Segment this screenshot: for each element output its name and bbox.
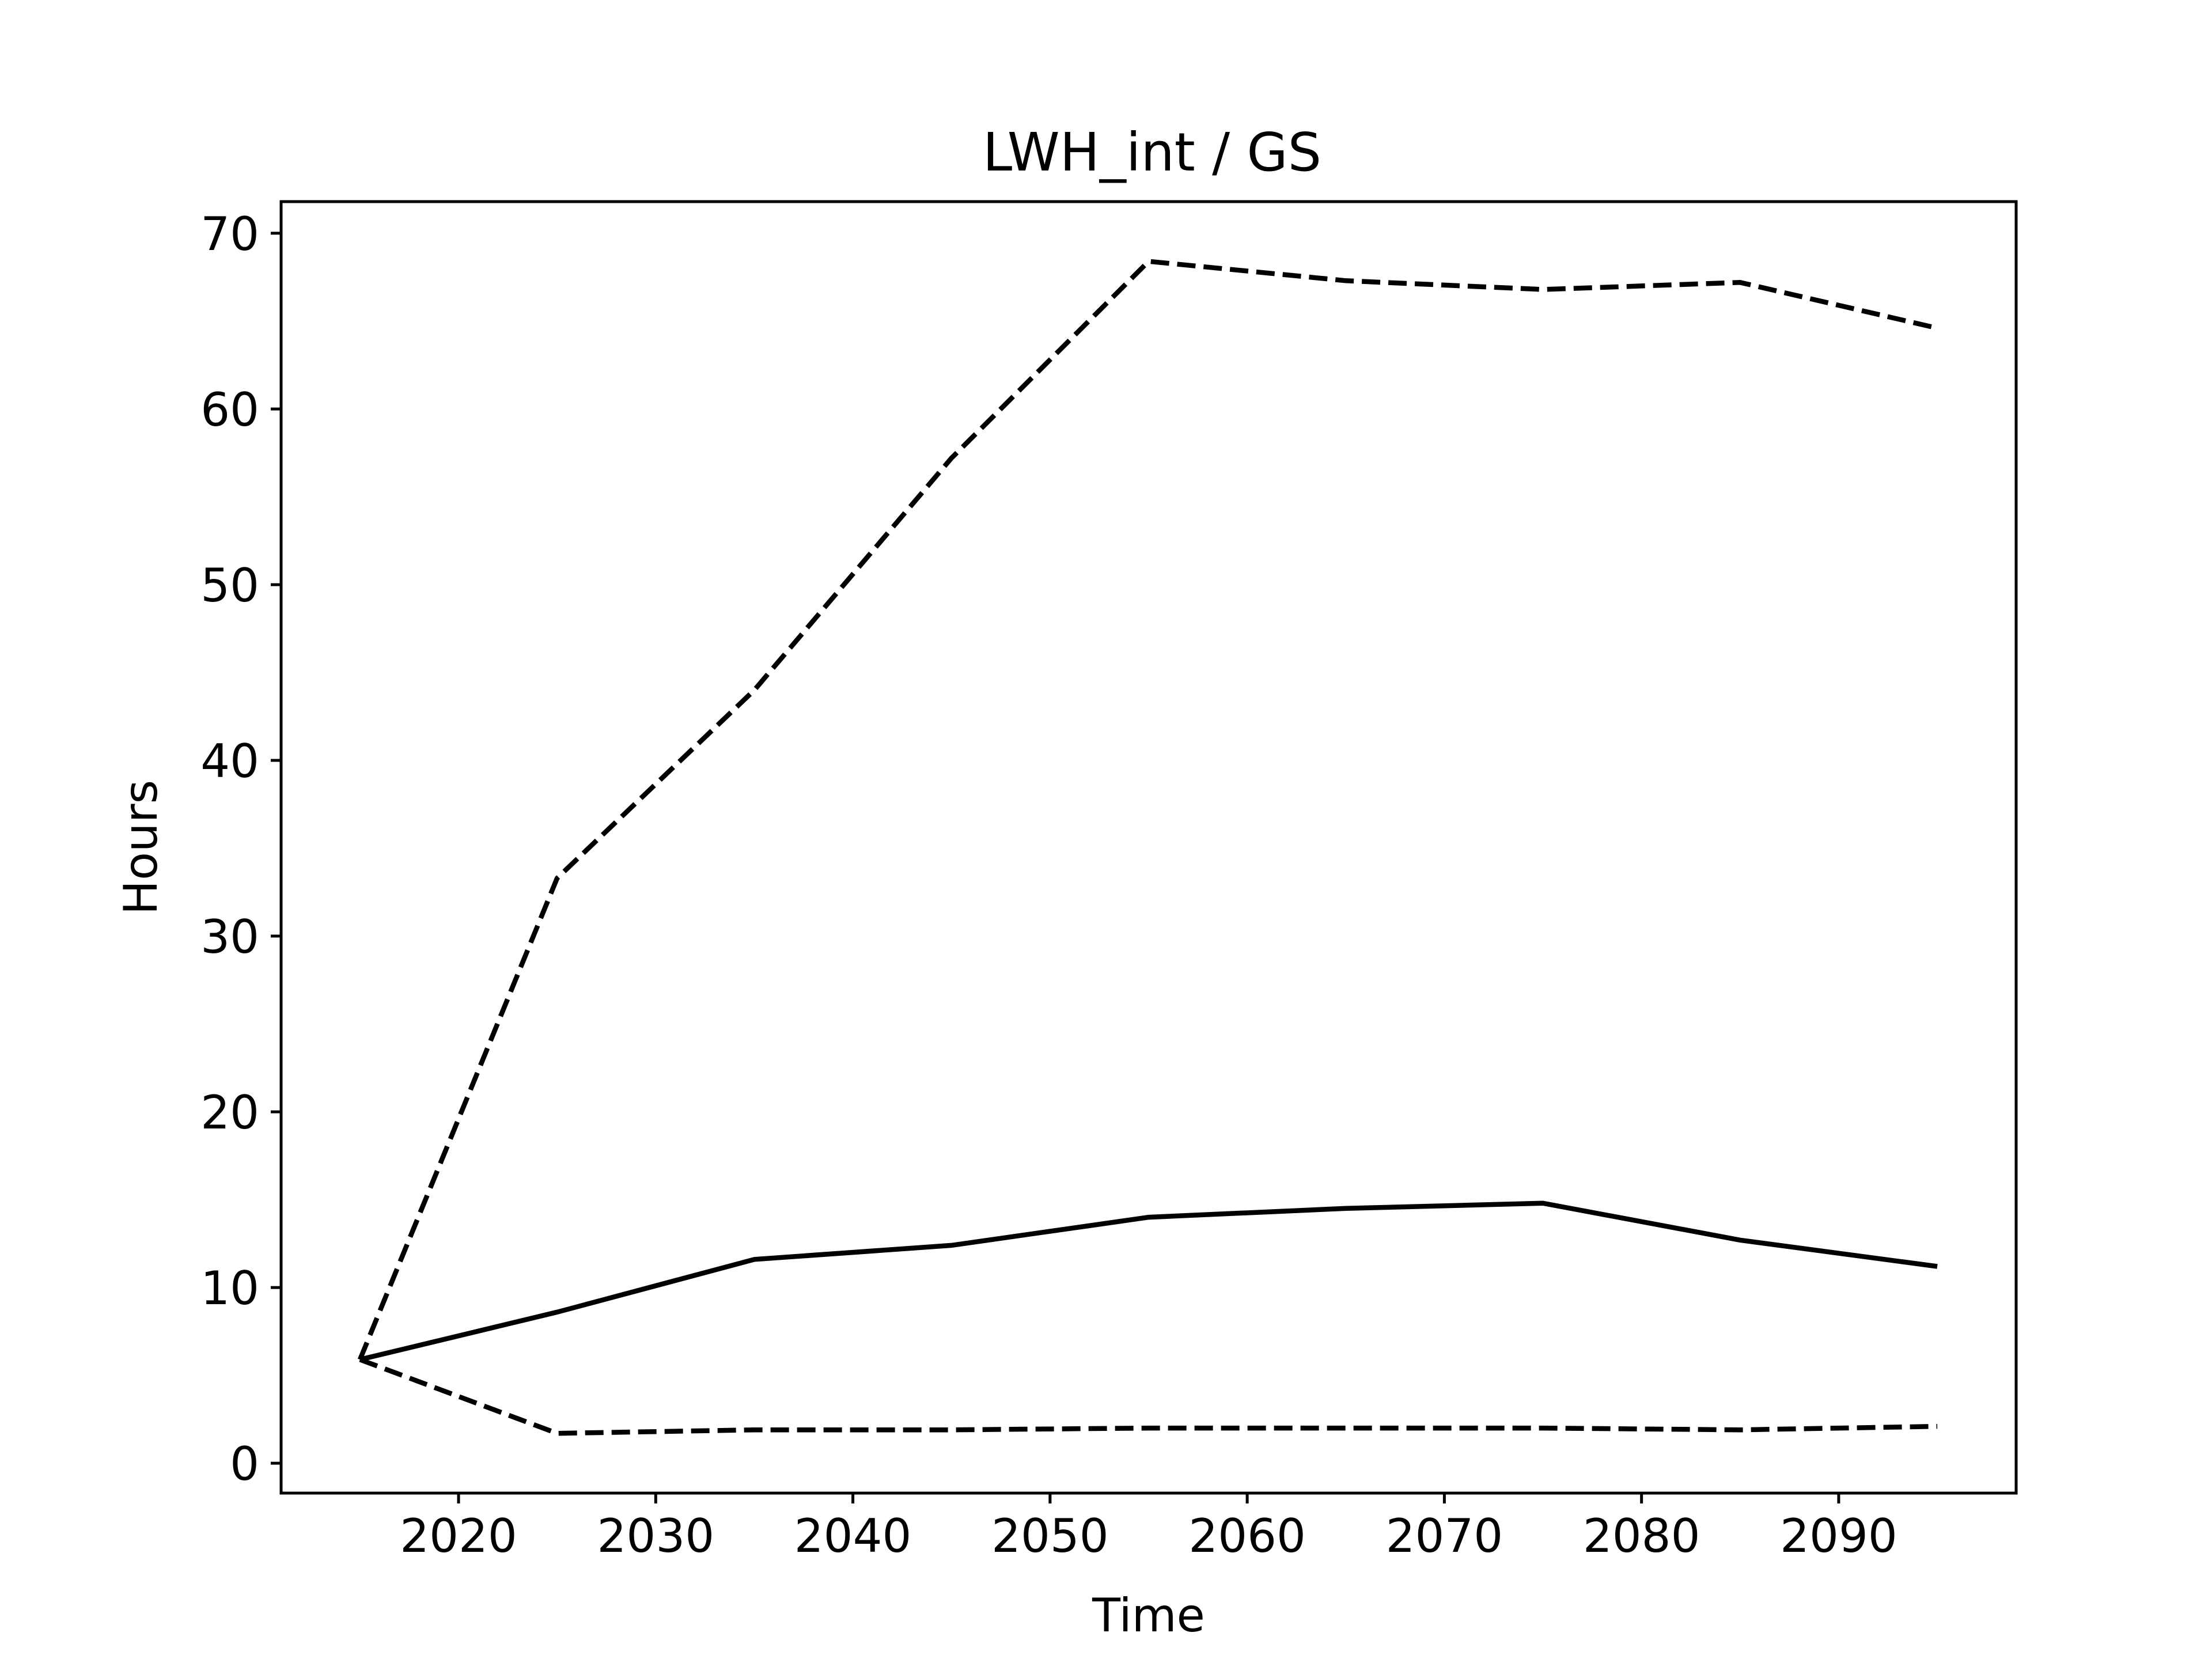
- y-axis: 0 10 20 30 40 50 60 70: [200, 207, 281, 1491]
- x-tick-label-2030: 2030: [597, 1509, 715, 1563]
- x-tick-label-2050: 2050: [991, 1509, 1109, 1563]
- series-line-2: [359, 1200, 1938, 1362]
- chart-title: LWH_int / GS: [983, 122, 1321, 183]
- y-tick-label-70: 70: [200, 207, 259, 261]
- series-line-1: [357, 259, 1938, 1361]
- x-tick-label-2020: 2020: [400, 1509, 517, 1563]
- plot-frame: [279, 200, 2018, 1495]
- series-layer: [357, 259, 1938, 1436]
- y-tick-label-60: 60: [200, 383, 259, 437]
- x-axis: 2020 2030 2040 2050 2060 2070 2080 2090: [400, 1493, 1897, 1563]
- series-line-3: [359, 1357, 1938, 1436]
- x-tick-label-2040: 2040: [794, 1509, 912, 1563]
- x-tick-label-2090: 2090: [1780, 1509, 1897, 1563]
- y-tick-label-30: 30: [200, 910, 259, 964]
- x-tick-label-2080: 2080: [1583, 1509, 1700, 1563]
- y-tick-label-0: 0: [230, 1437, 259, 1491]
- x-tick-label-2060: 2060: [1188, 1509, 1306, 1563]
- y-axis-label: Hours: [114, 780, 168, 915]
- x-axis-label: Time: [1092, 1589, 1205, 1642]
- y-tick-label-40: 40: [200, 734, 259, 788]
- y-tick-label-20: 20: [200, 1086, 259, 1139]
- y-tick-label-10: 10: [200, 1262, 259, 1315]
- y-tick-label-50: 50: [200, 559, 259, 612]
- x-tick-label-2070: 2070: [1386, 1509, 1503, 1563]
